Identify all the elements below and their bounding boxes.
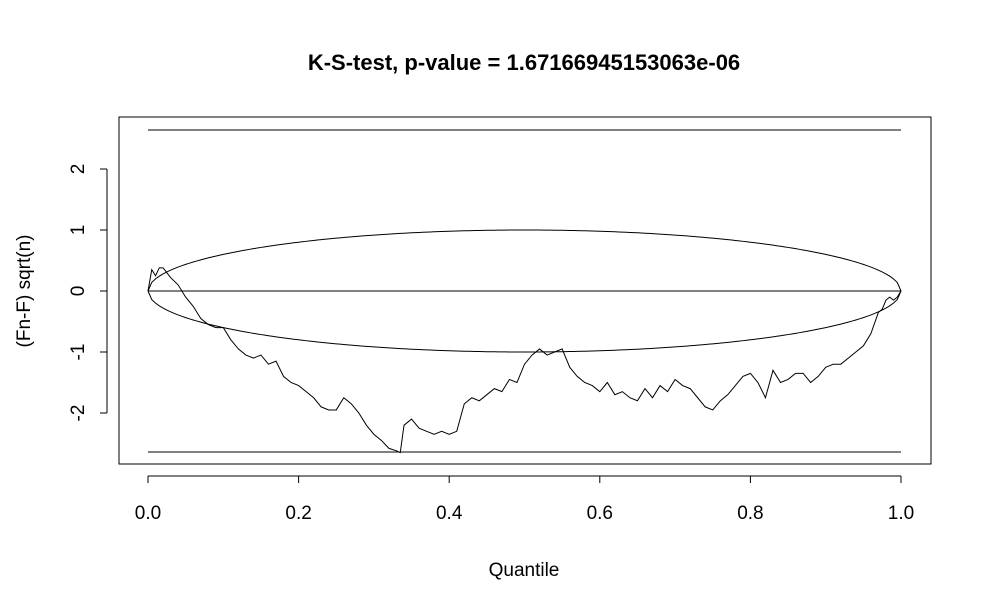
- plot-frame: [118, 116, 932, 465]
- x-tick-label: 1.0: [888, 503, 914, 524]
- x-tick-label: 0.6: [587, 503, 613, 524]
- y-axis-label: (Fn-F) sqrt(n): [14, 235, 35, 348]
- chart-title: K-S-test, p-value = 1.67166945153063e-06: [308, 50, 740, 75]
- y-tick-label: 0: [68, 286, 89, 297]
- x-tick-label: 0.8: [737, 503, 763, 524]
- data-series: [147, 267, 902, 454]
- lower-band-curve: [147, 290, 902, 353]
- y-axis: -2 -1 0 1 2: [68, 164, 108, 422]
- x-tick-label: 0.4: [436, 503, 463, 524]
- upper-band-curve: [147, 229, 902, 292]
- x-axis-label: Quantile: [489, 560, 560, 581]
- x-axis: 0.0 0.2 0.4 0.6 0.8 1.0: [135, 475, 914, 524]
- y-tick-label: -1: [68, 344, 89, 361]
- reference-lines: [147, 129, 902, 453]
- y-tick-label: 1: [68, 225, 89, 236]
- x-tick-label: 0.2: [285, 503, 311, 524]
- x-tick-label: 0.0: [135, 503, 161, 524]
- y-tick-label: -2: [68, 405, 89, 422]
- ks-process-line: [147, 267, 902, 454]
- y-tick-label: 2: [68, 164, 89, 175]
